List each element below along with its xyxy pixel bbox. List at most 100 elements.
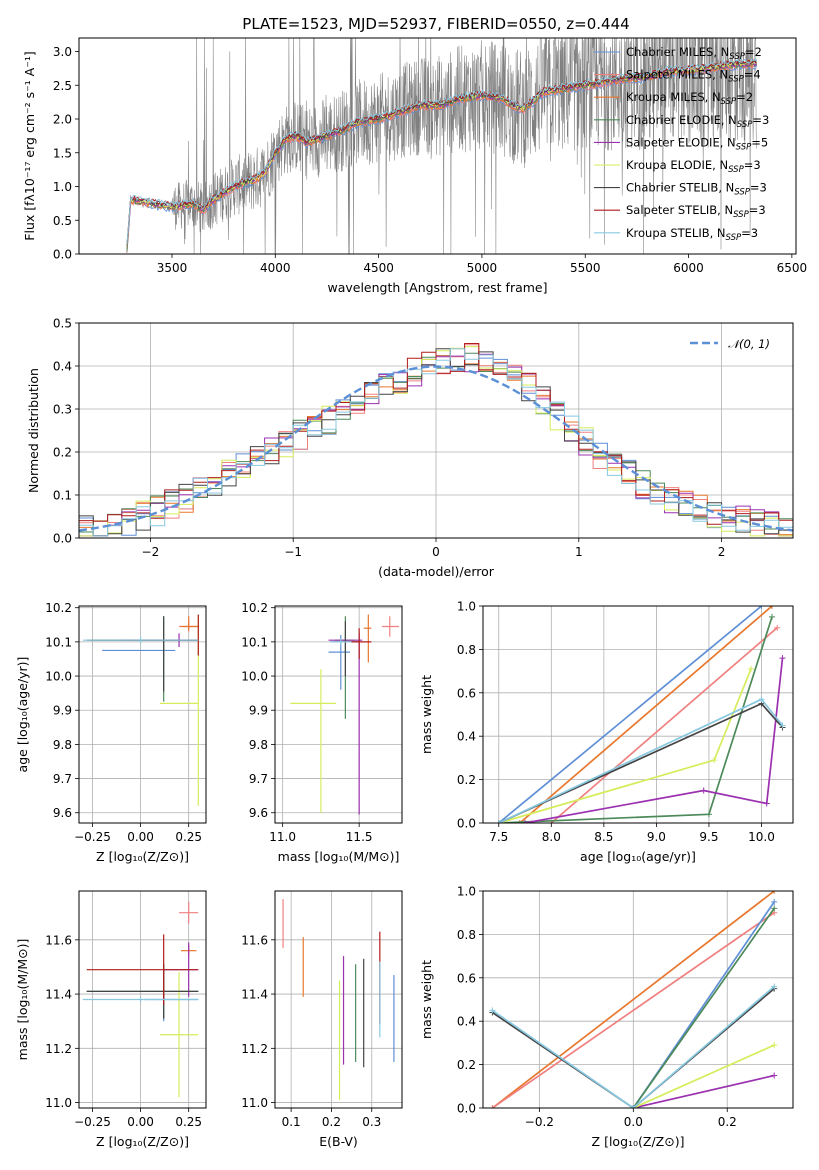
x-tick-label: 9.5 — [699, 830, 718, 844]
x-tick-label: 0.3 — [362, 1115, 381, 1129]
y-tick-label: 9.9 — [249, 704, 268, 718]
normal-curve — [79, 365, 793, 532]
axes-frame — [274, 605, 403, 824]
plot-area — [282, 899, 395, 1100]
y-tick-label: 9.7 — [53, 772, 72, 786]
plot-area — [495, 606, 786, 823]
plot-area — [489, 891, 778, 1108]
axes-frame — [482, 890, 794, 1109]
x-axis-label: wavelength [Angstrom, rest frame] — [327, 280, 547, 295]
x-tick-label: 6000 — [673, 261, 704, 275]
plot-area — [82, 614, 199, 806]
weight-line-salpeter-miles — [550, 627, 778, 823]
y-tick-label: 9.8 — [53, 738, 72, 752]
chart-mass-vs-Z: −0.25 0.00 0.25 11.0 11.2 11.4 11.6 Z [log₁₀(Z/… — [15, 890, 207, 1149]
legend-label-salpeter-stelib: Salpeter STELIB, NSSP=3 — [626, 203, 766, 220]
weight-marker-kroupa-stelib — [489, 1007, 496, 1014]
x-tick-label: 2 — [718, 545, 726, 559]
x-axis-label: E(B-V) — [319, 1134, 358, 1149]
x-tick-label: 0.0 — [624, 1115, 643, 1129]
y-tick-label: 0.4 — [457, 1015, 476, 1029]
x-tick-label: 0.25 — [175, 1115, 202, 1129]
x-tick-label: 8.0 — [542, 830, 561, 844]
y-tick-label: 0.0 — [53, 248, 72, 262]
y-tick-label: 9.7 — [249, 772, 268, 786]
weight-line-kroupa-miles — [519, 606, 773, 823]
x-axis-label: mass [log₁₀(M/M⊙)] — [278, 849, 400, 864]
plot-area — [126, 38, 758, 254]
weight-line-chabrier-elodie — [632, 907, 775, 1108]
axes-frame — [274, 890, 403, 1109]
x-tick-label: 4000 — [260, 261, 291, 275]
weight-marker-kroupa-miles — [516, 820, 523, 823]
y-tick-label: 0.4 — [53, 360, 72, 374]
x-tick-label: 6500 — [777, 261, 808, 275]
weight-line-salpeter-elodie — [524, 658, 784, 823]
x-tick-label: −2 — [142, 545, 160, 559]
y-tick-label: 9.6 — [53, 806, 72, 820]
weight-line-kroupa-miles — [491, 891, 775, 1108]
weight-marker-chabrier-miles — [771, 898, 778, 905]
y-tick-label: 0.2 — [457, 773, 476, 787]
y-tick-label: 1.0 — [457, 600, 476, 614]
y-tick-label: 0.2 — [457, 1058, 476, 1072]
weight-marker-chabrier-elodie — [771, 905, 778, 912]
x-tick-label: 5500 — [570, 261, 601, 275]
x-tick-label: 0.2 — [718, 1115, 737, 1129]
x-axis-label: Z [log₁₀(Z/Z⊙)] — [96, 849, 189, 864]
x-tick-label: 0 — [432, 545, 440, 559]
x-tick-label: 5000 — [467, 261, 498, 275]
legend-label-kroupa-elodie: Kroupa ELODIE, NSSP=3 — [626, 158, 761, 175]
legend: Chabrier MILES, NSSP=2 Salpeter MILES, NS… — [594, 45, 769, 243]
legend-label-normal: 𝒩(0, 1) — [728, 337, 770, 351]
chart-spectrum: Chabrier MILES, NSSP=2 Salpeter MILES, NS… — [22, 37, 808, 295]
y-tick-label: 0.8 — [457, 643, 476, 657]
legend-label-chabrier-miles: Chabrier MILES, NSSP=2 — [626, 45, 762, 62]
weight-line-kroupa-elodie — [632, 1044, 775, 1108]
axes-frame — [78, 890, 207, 1109]
weight-marker-salpeter-miles — [489, 1105, 496, 1108]
y-tick-label: 11.0 — [45, 1096, 72, 1110]
y-tick-label: 3.0 — [53, 45, 72, 59]
y-axis-label: Flux [fλ10⁻¹⁷ erg cm⁻² s⁻¹ A⁻¹] — [22, 51, 37, 240]
chart-age-vs-mass: 11.0 11.5 9.6 9.7 9.8 9.9 10.0 10.1 10.2 mass [lo… — [241, 601, 403, 864]
weight-marker-kroupa-elodie — [771, 1042, 778, 1049]
y-tick-label: 0.6 — [457, 971, 476, 985]
weight-marker-chabrier-elodie — [705, 811, 712, 818]
x-axis-label: Z [log₁₀(Z/Z⊙)] — [96, 1134, 189, 1149]
plot-area — [290, 614, 399, 815]
y-tick-label: 11.4 — [45, 988, 72, 1002]
weight-marker-salpeter-elodie — [522, 820, 529, 823]
y-tick-label: 0.8 — [457, 928, 476, 942]
weight-marker-kroupa-stelib — [758, 696, 765, 703]
y-axis-label: Normed distribution — [26, 368, 41, 493]
spectrum-data-line — [126, 38, 757, 254]
chart-mass-vs-EBV: 0.1 0.2 0.3 11.0 11.2 11.4 11.6 E(B-V) — [241, 890, 403, 1149]
x-tick-label: 0.00 — [127, 1115, 154, 1129]
chart-residuals: 𝒩(0, 1) −2 −1 0 1 2 0.0 0.1 0.2 0.3 0.4 0.5 (data-mo… — [26, 317, 794, 579]
weight-line-salpeter-miles — [491, 912, 775, 1108]
y-tick-label: 10.2 — [241, 601, 268, 615]
weight-marker-kroupa-stelib — [779, 722, 786, 729]
legend-label-chabrier-elodie: Chabrier ELODIE, NSSP=3 — [626, 113, 769, 130]
x-tick-label: 4500 — [363, 261, 394, 275]
y-tick-label: 2.0 — [53, 113, 72, 127]
y-axis-label: mass weight — [419, 960, 434, 1039]
weight-marker-salpeter-elodie — [763, 800, 770, 807]
x-axis-label: Z [log₁₀(Z/Z⊙)] — [592, 1134, 685, 1149]
y-tick-label: 10.2 — [45, 601, 72, 615]
chart-weight-vs-Z: −0.2 0.0 0.2 0.0 0.2 0.4 0.6 0.8 1.0 Z [log₁₀(Z/Z… — [419, 885, 794, 1149]
y-tick-label: 9.8 — [249, 738, 268, 752]
y-axis-label: mass weight — [419, 675, 434, 754]
weight-line-salpeter-elodie — [633, 1074, 775, 1108]
y-tick-label: 10.0 — [45, 670, 72, 684]
x-axis-label: age [log₁₀(age/yr)] — [580, 849, 696, 864]
x-tick-label: −1 — [284, 545, 302, 559]
x-tick-label: −0.25 — [74, 830, 111, 844]
axes-frame — [78, 37, 797, 255]
x-tick-label: 0.00 — [127, 830, 154, 844]
x-tick-label: 11.0 — [269, 830, 296, 844]
y-tick-label: 0.0 — [457, 817, 476, 831]
y-tick-label: 11.6 — [45, 933, 72, 947]
